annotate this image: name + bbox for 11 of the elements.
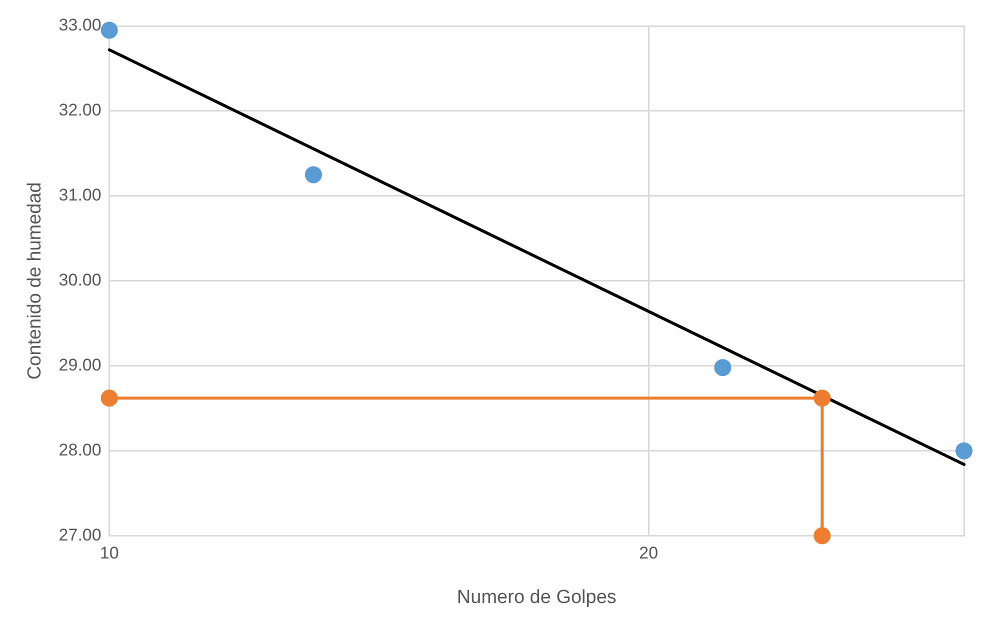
y-tick-label: 32.00 [58, 100, 102, 120]
y-tick-label: 30.00 [58, 270, 102, 290]
x-tick-label: 20 [639, 544, 658, 563]
y-tick-label: 28.00 [58, 440, 102, 460]
x-tick-label: 10 [100, 544, 119, 563]
x-axis-title: Numero de Golpes [456, 586, 616, 608]
y-tick-label: 31.00 [58, 186, 102, 205]
y-tick-label: 27.00 [58, 525, 102, 544]
y-tick-label: 29.00 [58, 356, 102, 375]
y-tick-label: 33.00 [58, 16, 102, 35]
y-axis-title: Contenido de humedad [24, 182, 46, 380]
